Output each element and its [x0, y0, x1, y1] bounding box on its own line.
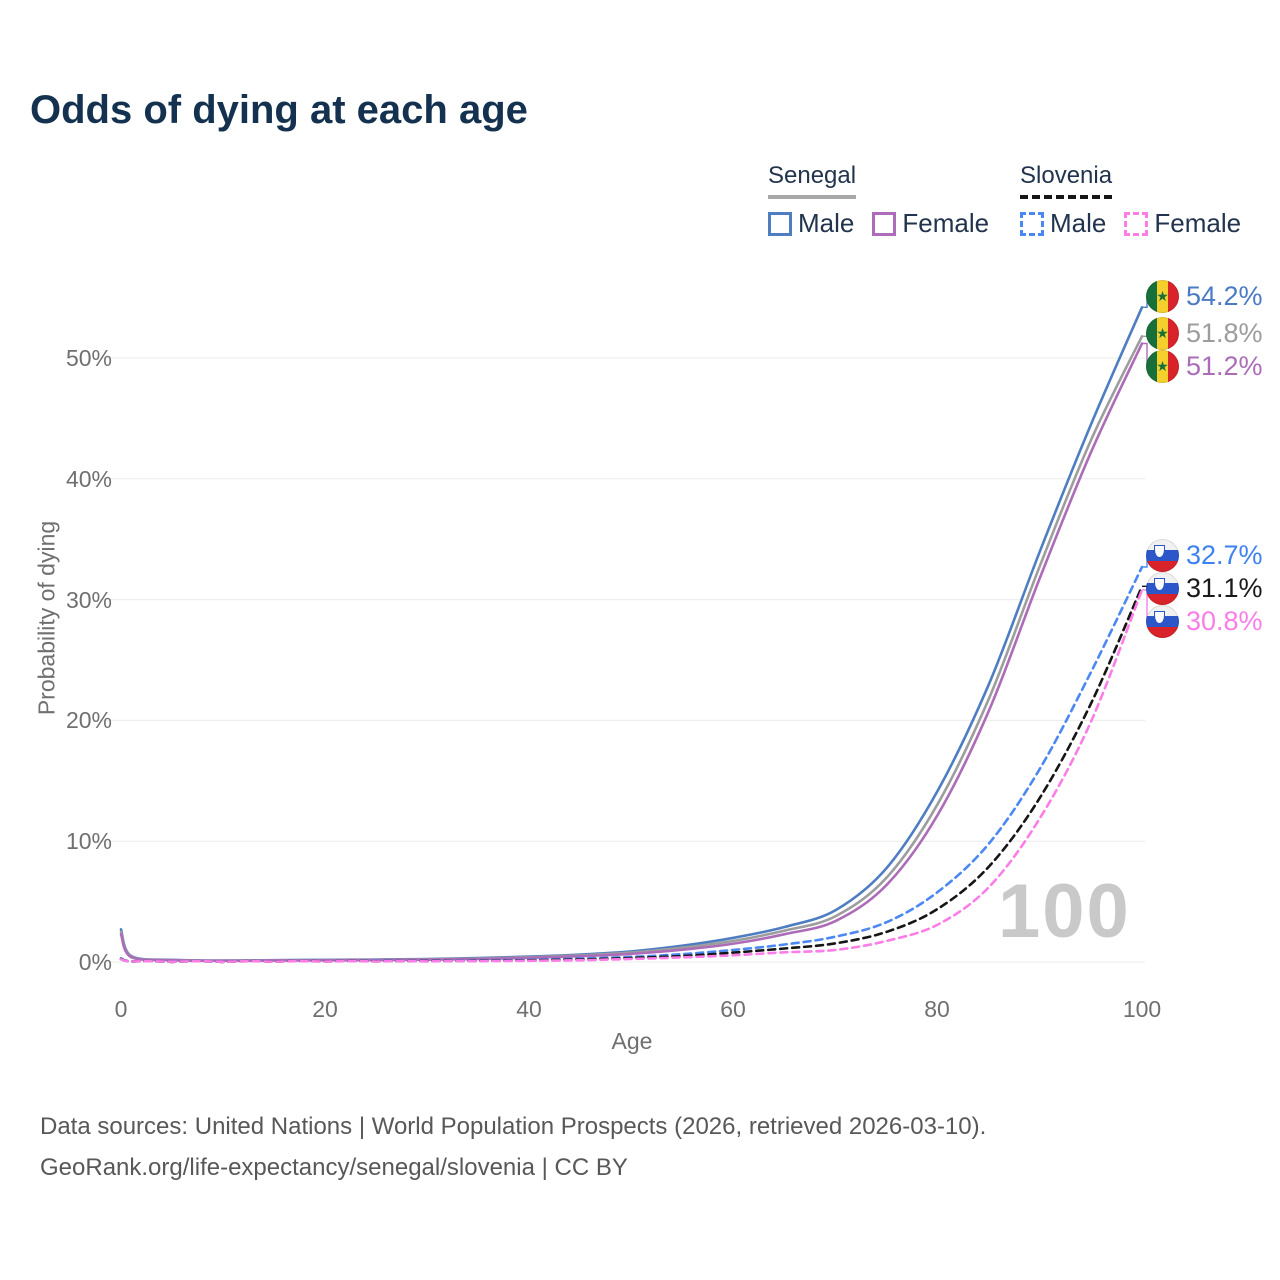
legend-swatch-senegal-male-icon[interactable]: [768, 211, 792, 236]
legend-country-senegal[interactable]: Senegal: [768, 162, 857, 199]
legend-country-slovenia[interactable]: Slovenia: [1020, 162, 1113, 199]
series-line-slovenia-all: [119, 585, 1144, 964]
x-tick-label: 0: [114, 996, 128, 1022]
legend-group-slovenia: Slovenia Male Female: [1020, 162, 1259, 239]
series-line-senegal-male: [119, 306, 1144, 962]
series-lines-group: [119, 306, 1144, 964]
end-label-slovenia-all: 31.1%: [1146, 572, 1263, 606]
slovenia-flag-icon: [1146, 539, 1179, 573]
senegal-flag-icon: [1146, 316, 1179, 350]
end-label-senegal-female: 51.2%: [1146, 349, 1263, 383]
legend-label-senegal-male[interactable]: Male: [798, 208, 855, 238]
legend-label-slovenia-female[interactable]: Female: [1154, 208, 1242, 238]
x-tick-label: 100: [1122, 996, 1162, 1022]
footer-line-2: GeoRank.org/life-expectancy/senegal/slov…: [40, 1154, 628, 1181]
senegal-flag-icon: [1146, 349, 1179, 383]
legend-group-senegal: Senegal Male Female: [768, 162, 1007, 239]
legend-swatch-slovenia-male-icon[interactable]: [1020, 211, 1044, 236]
legend-row-senegal: Male Female: [768, 208, 1007, 239]
x-tick-label: 40: [516, 996, 542, 1022]
data-source-footer: Data sources: United Nations | World Pop…: [40, 1106, 986, 1188]
chart-title: Odds of dying at each age: [30, 88, 528, 132]
end-label-senegal-male: 54.2%: [1146, 279, 1263, 313]
y-tick-label: 20%: [65, 707, 112, 733]
x-tick-label: 20: [312, 996, 338, 1022]
x-tick-label: 60: [720, 996, 746, 1022]
legend-row-slovenia: Male Female: [1020, 208, 1259, 239]
slovenia-flag-icon: [1146, 572, 1179, 606]
end-label-slovenia-female: 30.8%: [1146, 605, 1263, 639]
y-tick-label: 0%: [78, 949, 112, 975]
series-line-slovenia-male: [119, 565, 1144, 964]
legend-swatch-senegal-female-icon[interactable]: [872, 211, 897, 236]
age-watermark: 100: [998, 869, 1131, 954]
end-label-slovenia-male: 32.7%: [1146, 539, 1263, 573]
series-line-slovenia-female: [119, 588, 1144, 964]
y-tick-label: 40%: [65, 466, 112, 492]
y-tick-label: 10%: [65, 828, 112, 854]
senegal-flag-icon: [1146, 279, 1179, 313]
gridlines-group: [100, 357, 1145, 963]
slovenia-flag-icon: [1146, 605, 1179, 639]
x-tick-label: 80: [924, 996, 950, 1022]
legend-label-senegal-female[interactable]: Female: [902, 208, 990, 238]
y-axis-title: Probability of dying: [33, 520, 60, 716]
y-tick-label: 30%: [65, 587, 112, 613]
footer-line-1: Data sources: United Nations | World Pop…: [40, 1113, 987, 1140]
legend-swatch-slovenia-female-icon[interactable]: [1124, 211, 1149, 236]
end-label-senegal-all: 51.8%: [1146, 316, 1263, 350]
legend-label-slovenia-male[interactable]: Male: [1050, 208, 1107, 238]
y-tick-label: 50%: [65, 345, 112, 371]
x-axis-title: Age: [611, 1028, 653, 1054]
